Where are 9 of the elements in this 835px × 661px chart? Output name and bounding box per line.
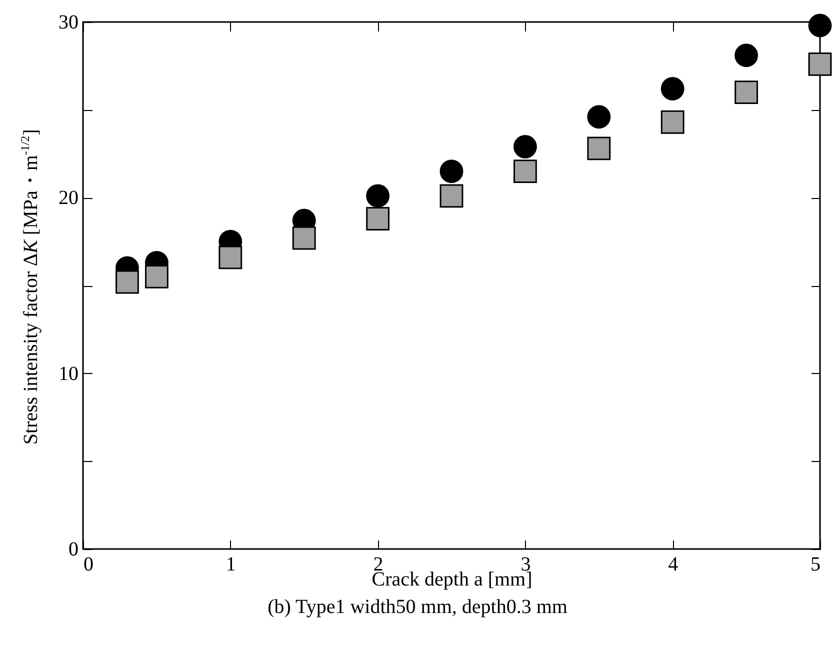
y-tick-label: 10 bbox=[58, 362, 78, 385]
x-tick-label: 0 bbox=[84, 554, 94, 576]
text: (b) Type1 width50 mm, depth0.3 mm bbox=[266, 596, 568, 619]
x-tick-label: 5 bbox=[810, 554, 820, 576]
x-tick-label: 4 bbox=[668, 554, 678, 576]
y-tick-label: 0 bbox=[68, 538, 78, 560]
y-tick-label: 30 bbox=[58, 12, 78, 34]
y-tick-label: 20 bbox=[58, 187, 78, 210]
x-tick-label: 1 bbox=[226, 554, 236, 576]
